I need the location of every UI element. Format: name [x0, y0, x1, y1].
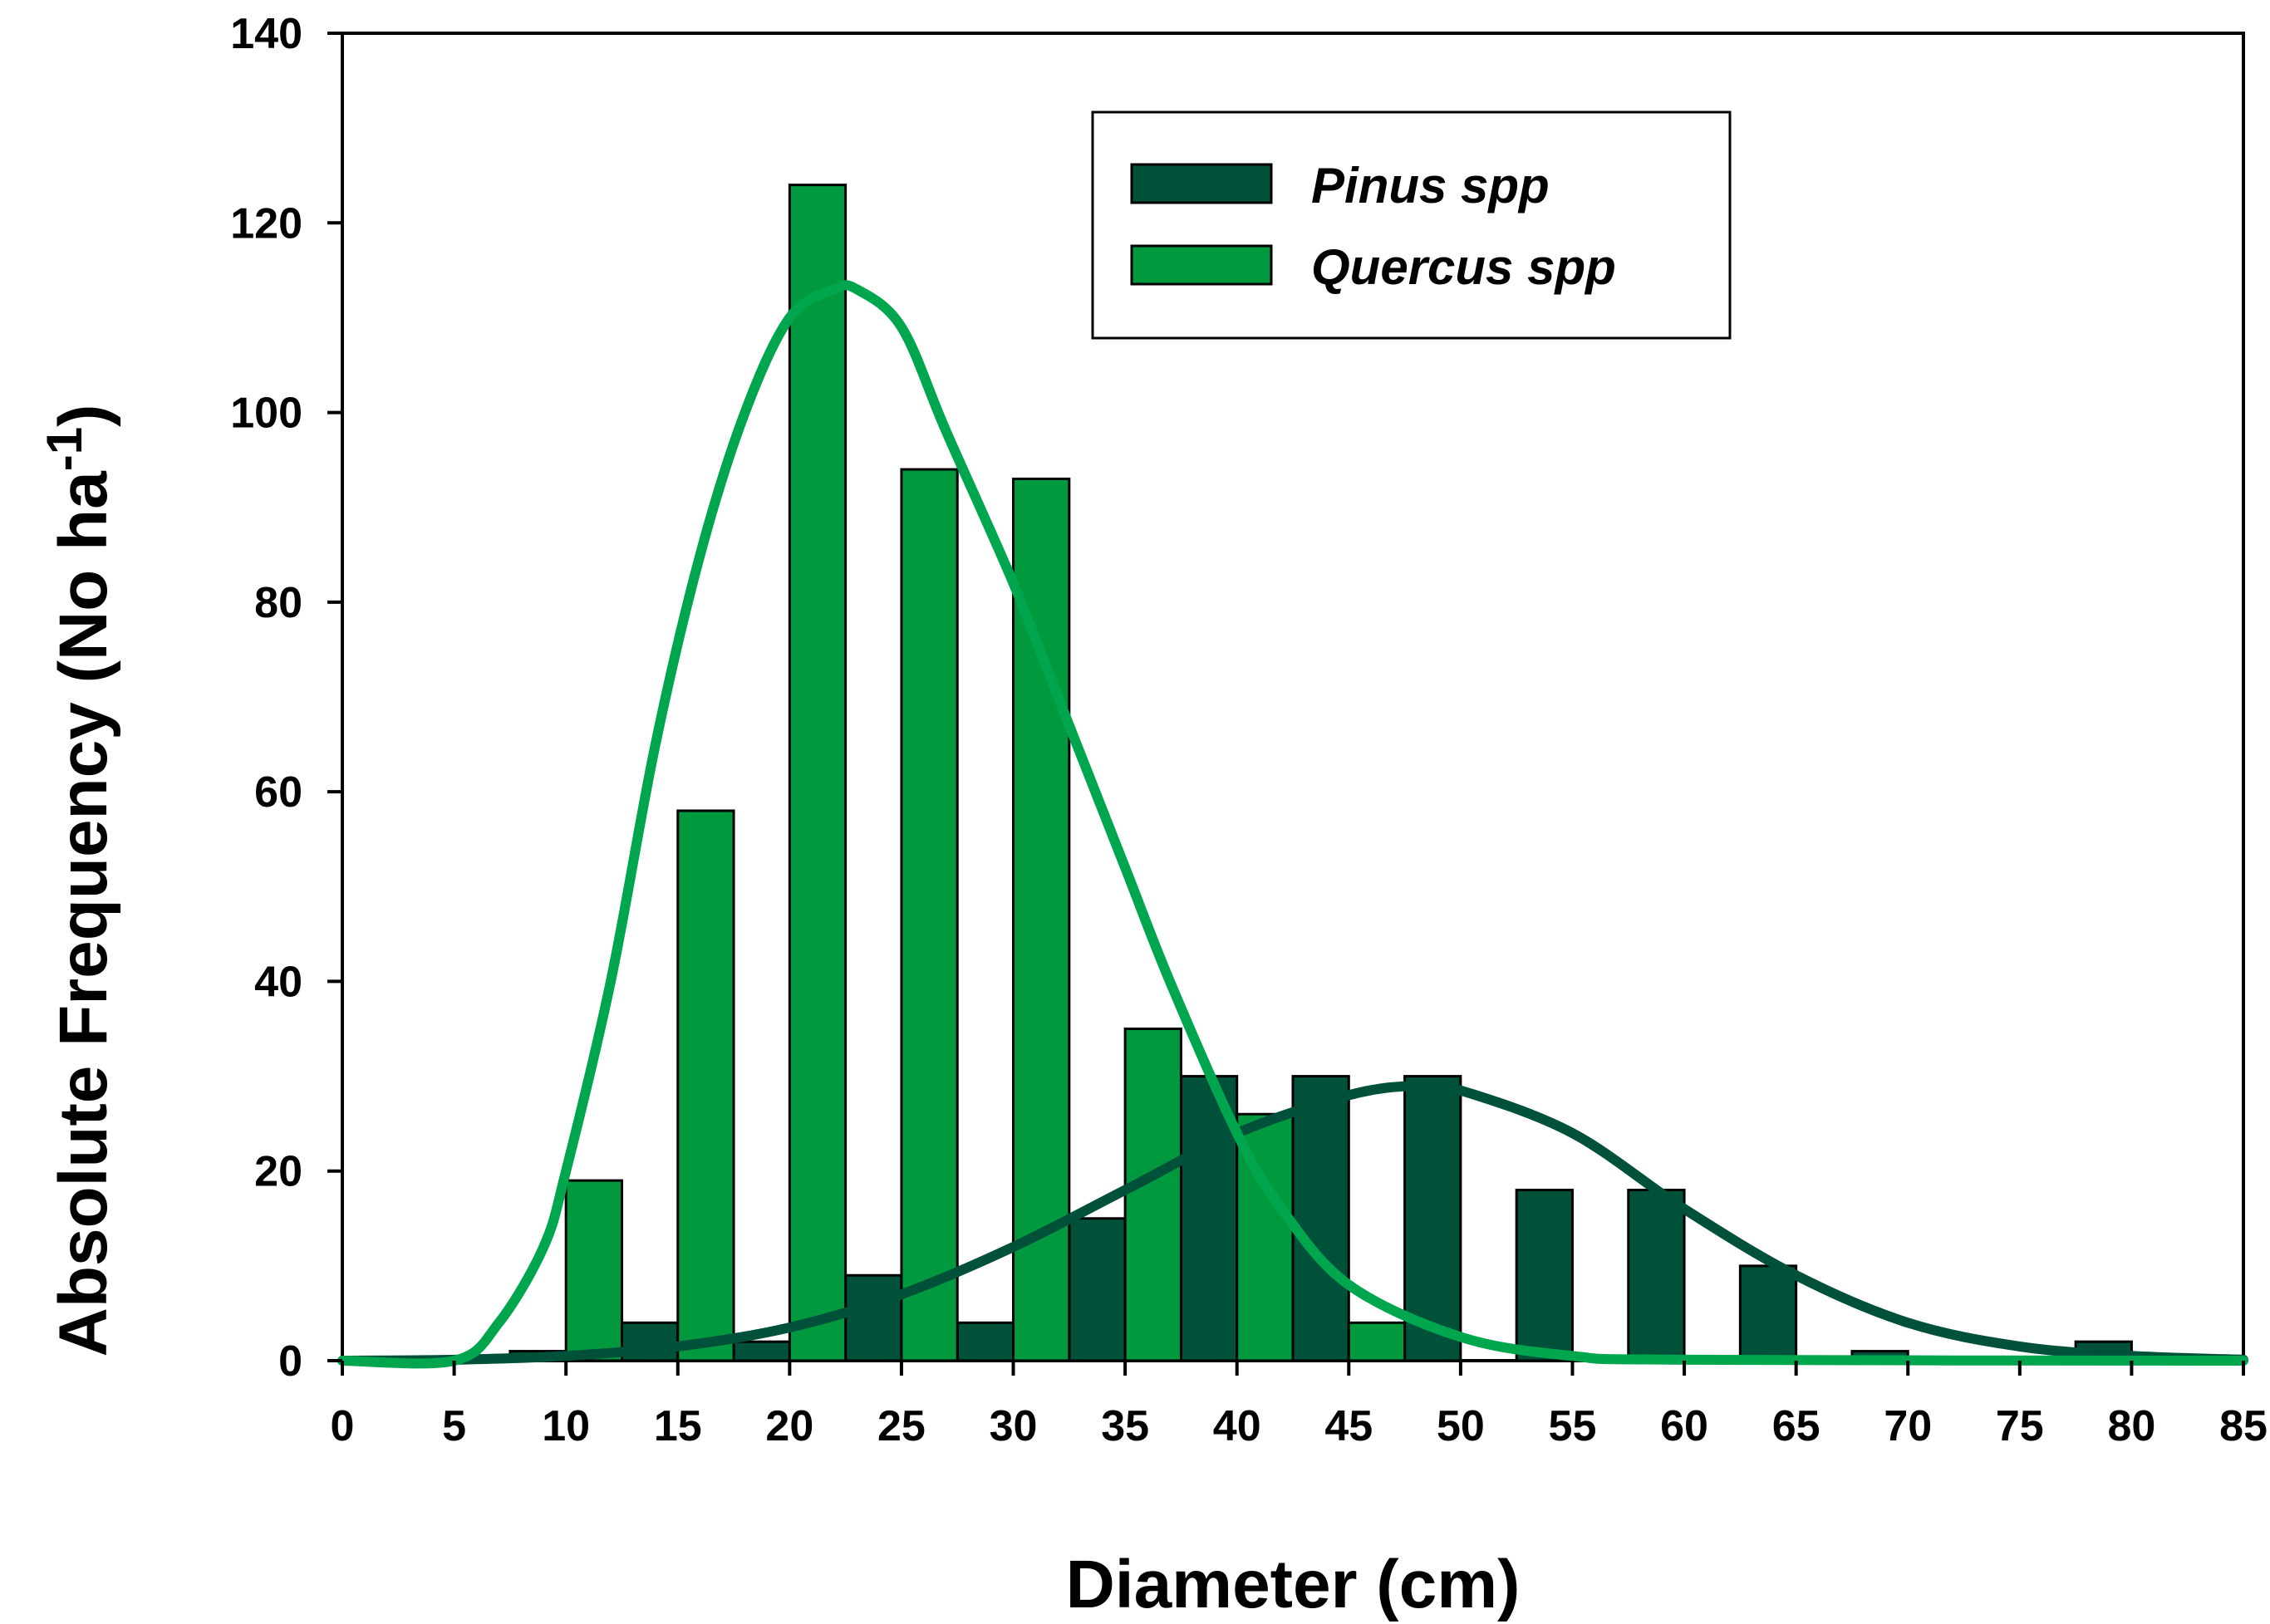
x-tick-label-80: 80 [2107, 1402, 2155, 1450]
x-tick-label-20: 20 [765, 1402, 813, 1450]
y-tick-label-80: 80 [254, 579, 302, 627]
bar-pinus-17.5 [732, 1340, 791, 1362]
bar-pinus-57.5 [1627, 1189, 1686, 1362]
legend-box [1091, 110, 1732, 340]
bar-pinus-52.5 [1515, 1189, 1574, 1362]
y-axis-title: Absolute Frequency (No ha-1) [37, 405, 121, 1357]
x-tick-label-85: 85 [2219, 1402, 2268, 1450]
bar-quercus-37.5 [1123, 1028, 1182, 1362]
x-tick-label-35: 35 [1101, 1402, 1149, 1450]
legend-swatch-pinus [1130, 163, 1273, 204]
y-axis-title-main: Absolute Frequency (No ha [46, 470, 121, 1357]
bar-quercus-32.5 [1012, 477, 1071, 1362]
legend-label-quercus: Quercus spp [1311, 239, 1616, 295]
x-tick-label-50: 50 [1437, 1402, 1485, 1450]
y-tick-label-20: 20 [254, 1148, 302, 1196]
y-tick-label-0: 0 [278, 1337, 302, 1386]
bar-pinus-62.5 [1738, 1264, 1798, 1362]
y-tick-label-60: 60 [254, 768, 302, 817]
fit-curve-pinus [337, 1079, 2248, 1366]
x-tick-label-0: 0 [331, 1402, 355, 1450]
legend-swatch-quercus [1130, 244, 1273, 286]
y-axis-title-close: ) [46, 405, 121, 427]
x-tick-label-55: 55 [1549, 1402, 1597, 1450]
bar-quercus-22.5 [788, 184, 848, 1362]
x-tick-label-15: 15 [654, 1402, 702, 1450]
x-tick-label-5: 5 [442, 1402, 466, 1450]
y-tick-label-140: 140 [230, 10, 302, 58]
x-tick-label-65: 65 [1772, 1402, 1820, 1450]
x-tick-label-60: 60 [1660, 1402, 1708, 1450]
bar-pinus-47.5 [1403, 1075, 1462, 1362]
x-axis-title: Diameter (cm) [1066, 1547, 1521, 1622]
y-axis-title-superscript: -1 [37, 427, 92, 471]
fit-curve-quercus [337, 280, 2248, 1369]
x-tick-label-70: 70 [1884, 1402, 1932, 1450]
legend: Pinus spp Quercus spp [1091, 110, 1732, 340]
x-tick-label-25: 25 [877, 1402, 926, 1450]
y-tick-label-120: 120 [230, 199, 302, 248]
x-tick-label-10: 10 [542, 1402, 590, 1450]
x-tick-label-40: 40 [1213, 1402, 1261, 1450]
x-tick-label-45: 45 [1324, 1402, 1373, 1450]
axes-layer: 0 5 10 15 20 25 30 35 40 45 50 55 60 65 70 75 80 85 0 20 40 6… [230, 10, 2268, 1450]
bar-pinus-27.5 [956, 1321, 1015, 1362]
bar-pinus-42.5 [1291, 1075, 1350, 1362]
bar-pinus-22.5 [844, 1273, 903, 1362]
y-tick-label-40: 40 [254, 958, 302, 1006]
curves-layer [337, 280, 2248, 1369]
bar-quercus-27.5 [900, 468, 959, 1362]
bar-quercus-17.5 [676, 809, 735, 1362]
bar-pinus-32.5 [1068, 1217, 1127, 1362]
legend-label-pinus: Pinus spp [1311, 158, 1550, 213]
bar-quercus-12.5 [564, 1179, 623, 1362]
x-tick-label-30: 30 [990, 1402, 1038, 1450]
x-tick-label-75: 75 [1996, 1402, 2044, 1450]
bar-quercus-47.5 [1347, 1321, 1407, 1362]
bars-layer [509, 184, 2133, 1362]
y-tick-label-100: 100 [230, 390, 302, 438]
